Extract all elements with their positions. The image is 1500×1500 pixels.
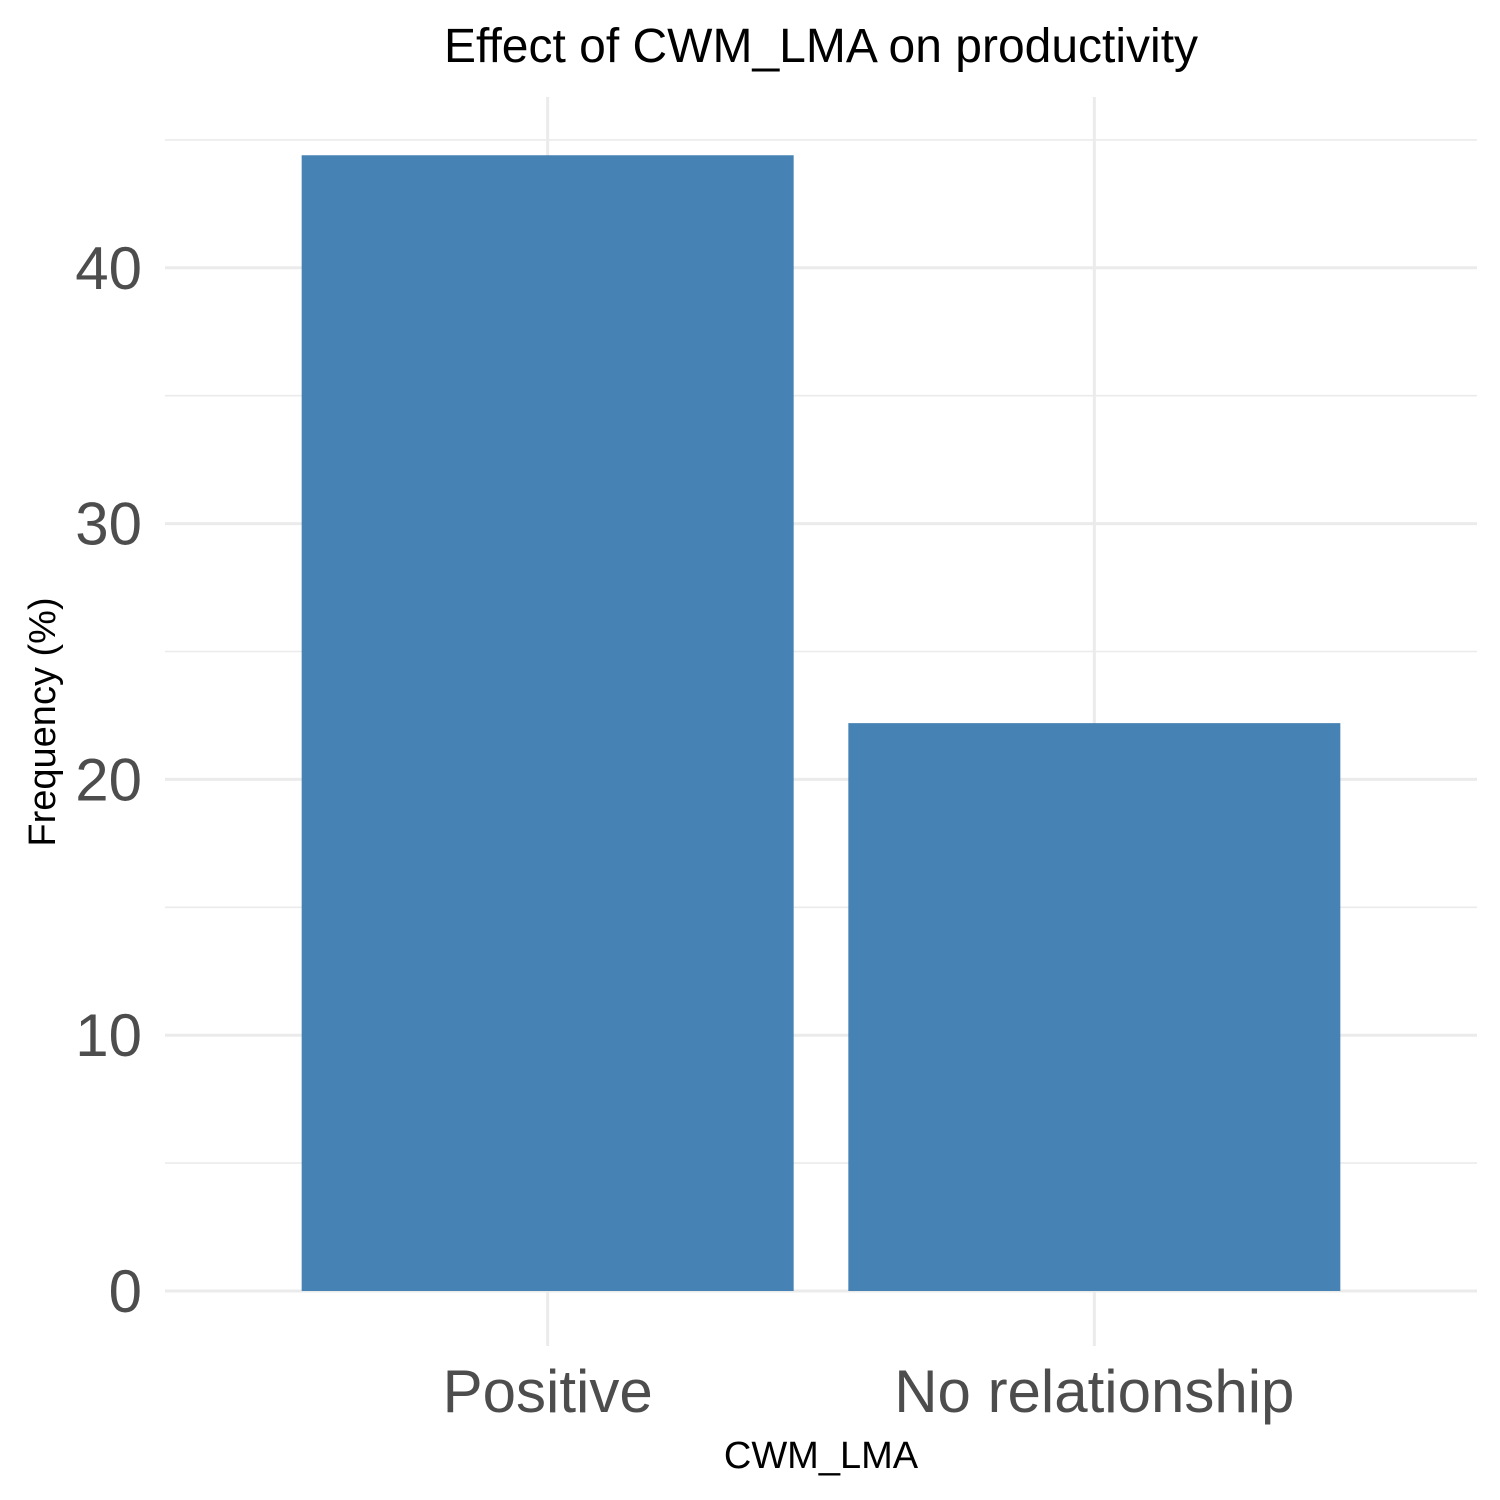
bar-positive	[301, 155, 794, 1291]
x-tick-label: Positive	[443, 1358, 653, 1425]
y-tick-label: 20	[75, 746, 142, 813]
y-tick-label: 10	[75, 1002, 142, 1069]
y-tick-label: 0	[109, 1258, 142, 1325]
y-axis-ticks: 0 10 20 30 40	[75, 235, 142, 1325]
bar-no-relationship	[848, 723, 1341, 1291]
chart-title: Effect of CWM_LMA on productivity	[444, 20, 1198, 73]
x-tick-label: No relationship	[894, 1358, 1294, 1425]
y-axis-title: Frequency (%)	[22, 597, 64, 846]
bar-layer	[301, 155, 1341, 1291]
x-axis-ticks: Positive No relationship	[443, 1358, 1295, 1425]
x-axis-title: CWM_LMA	[724, 1435, 919, 1477]
y-tick-label: 40	[75, 235, 142, 302]
y-tick-label: 30	[75, 491, 142, 558]
